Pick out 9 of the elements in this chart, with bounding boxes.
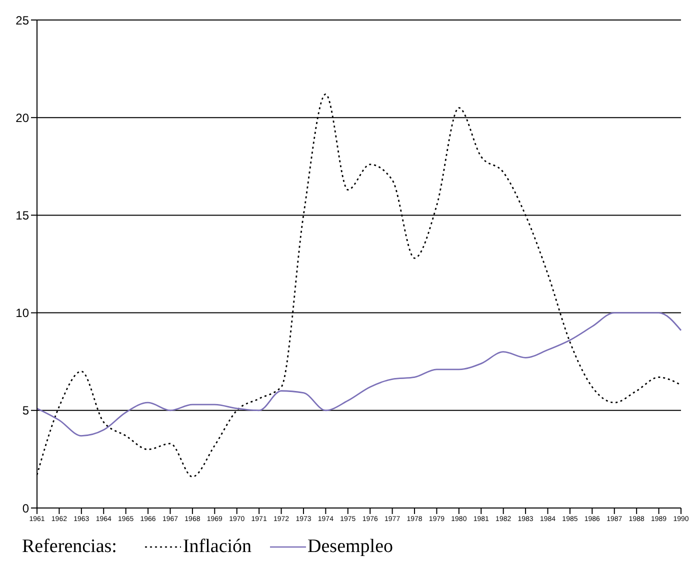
y-tick-label: 20	[16, 110, 30, 125]
y-tick-label: 15	[16, 208, 30, 222]
legend-label: Inflación	[182, 536, 252, 558]
legend-title: Referencias:	[22, 536, 117, 558]
y-tick-label: 25	[16, 13, 30, 28]
y-tick-label: 10	[16, 306, 30, 320]
y-tick-label: 0	[22, 501, 30, 516]
y-tick-label: 5	[22, 404, 30, 418]
legend-label: Desempleo	[306, 536, 394, 558]
